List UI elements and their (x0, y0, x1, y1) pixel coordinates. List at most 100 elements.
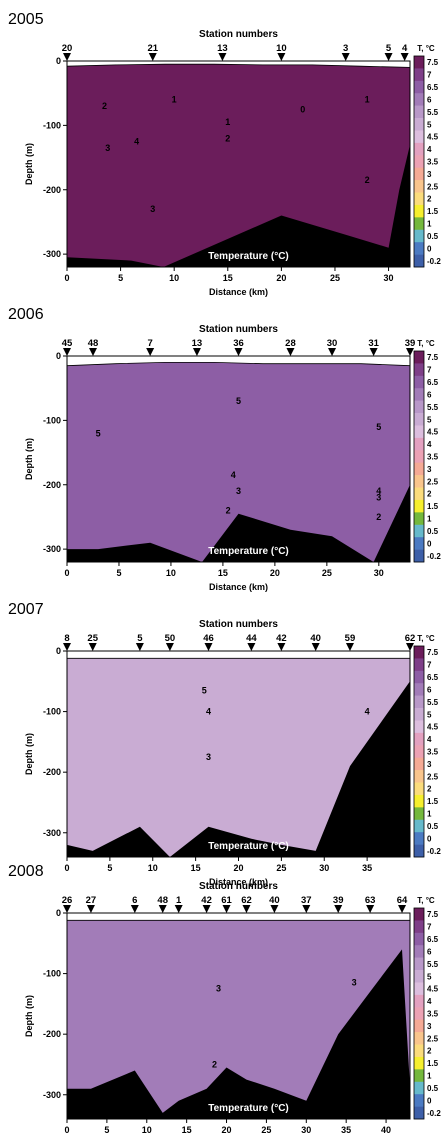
seabed-shape (67, 681, 410, 857)
station-marker (277, 643, 286, 651)
x-tick-label: 15 (191, 863, 201, 873)
isotherm-label: 5 (96, 428, 101, 438)
station-number-label: 61 (221, 895, 232, 906)
station-numbers-title: Station numbers (199, 29, 278, 40)
seabed-shape (67, 949, 410, 1119)
colorbar-swatch (414, 93, 424, 106)
isotherm-label: 5 (376, 422, 381, 432)
station-number-label: 7 (148, 338, 153, 349)
colorbar-tick-label: -0.2 (427, 257, 441, 266)
colorbar-swatch (414, 670, 424, 684)
station-number-label: 31 (368, 338, 379, 349)
station-number-label: 39 (333, 895, 344, 906)
station-marker (277, 53, 286, 61)
x-tick-label: 15 (218, 568, 228, 578)
station-number-label: 3 (343, 43, 348, 54)
colorbar-tick-label: 2 (427, 785, 432, 794)
colorbar-swatch (414, 450, 424, 464)
x-tick-label: 25 (261, 1125, 271, 1135)
isotherm-label: 3 (206, 752, 211, 762)
colorbar-swatch (414, 745, 424, 759)
station-number-label: 20 (62, 43, 73, 54)
station-numbers-title: Station numbers (199, 619, 278, 630)
station-number-label: 48 (88, 338, 99, 349)
colorbar-tick-label: 1.5 (427, 502, 439, 511)
station-number-label: 36 (233, 338, 244, 349)
colorbar-tick-label: 2.5 (427, 1034, 439, 1043)
station-number-label: 37 (301, 895, 312, 906)
colorbar-tick-label: 4 (427, 440, 432, 449)
colorbar-swatch (414, 844, 424, 858)
station-number-label: 5 (137, 633, 143, 644)
colorbar-swatch (414, 155, 424, 169)
plot-frame (66, 60, 411, 268)
station-marker (406, 643, 414, 651)
colorbar-swatch (414, 130, 424, 144)
y-tick-label: -100 (43, 969, 61, 979)
y-tick-label: -300 (43, 544, 61, 554)
station-number-label: 62 (405, 633, 416, 644)
station-marker (130, 905, 139, 913)
colorbar-swatch (414, 549, 424, 563)
colorbar-swatch (414, 537, 424, 550)
x-axis-label: Distance (km) (209, 877, 268, 887)
station-number-label: 10 (276, 43, 287, 54)
colorbar-title: T, °C (417, 634, 435, 643)
isotherm-label: 0 (300, 104, 305, 114)
colorbar-tick-label: 3.5 (427, 1010, 439, 1019)
x-tick-label: 0 (64, 863, 69, 873)
colorbar-swatch (414, 1081, 424, 1095)
colorbar-tick-label: 3 (427, 465, 432, 474)
x-tick-label: 10 (148, 863, 158, 873)
station-marker (165, 643, 174, 651)
plot-area: 5 4 4 3 (67, 657, 410, 857)
colorbar-swatch (414, 1056, 424, 1070)
colorbar-tick-label: 4.5 (427, 723, 439, 732)
station-marker (174, 905, 183, 913)
x-tick-label: 20 (233, 863, 243, 873)
colorbar-swatch (414, 388, 424, 401)
colorbar-tick-label: 5.5 (427, 108, 439, 117)
colorbar-swatch (414, 512, 424, 526)
colorbar-tick-label: 1 (427, 515, 432, 524)
isotherm-label: 2 (212, 1059, 217, 1069)
panel-year-label: 2008 (8, 863, 44, 880)
station-marker (334, 905, 343, 913)
colorbar-frame (413, 645, 425, 858)
colorbar-swatch (414, 229, 424, 243)
colorbar-tick-label: 3.5 (427, 158, 439, 167)
isotherm-label: 2 (102, 101, 107, 111)
isotherm-label: 4 (365, 707, 370, 717)
station-marker (135, 643, 144, 651)
colorbar-frame (413, 55, 425, 268)
station-marker (218, 53, 227, 61)
colorbar-title: T, °C (417, 896, 435, 905)
station-number-label: 21 (147, 43, 158, 54)
x-tick-label: 0 (64, 1125, 69, 1135)
colorbar-tick-label: 5 (427, 972, 432, 981)
colorbar-swatch (414, 351, 424, 364)
temperature-band (67, 362, 410, 562)
colorbar-swatch (414, 413, 424, 426)
colorbar-swatch (414, 363, 424, 377)
colorbar-swatch (414, 217, 424, 231)
isotherm-label: 3 (352, 978, 357, 988)
colorbar-tick-label: 5 (427, 415, 432, 424)
station-numbers-title: Station numbers (199, 881, 278, 892)
colorbar-tick-label: 4 (427, 145, 432, 154)
colorbar-swatch (414, 425, 424, 439)
station-marker (204, 643, 213, 651)
station-number-label: 64 (397, 895, 408, 906)
colorbar-swatch (414, 819, 424, 833)
x-tick-label: 35 (341, 1125, 351, 1135)
isotherm-label: 3 (150, 204, 155, 214)
station-marker (63, 643, 71, 651)
colorbar-tick-label: 0.5 (427, 822, 439, 831)
temperature-band (67, 63, 410, 267)
colorbar-tick-label: 1.5 (427, 207, 439, 216)
colorbar-tick-label: 7.5 (427, 910, 439, 919)
y-tick-label: -300 (43, 249, 61, 259)
x-tick-label: 5 (104, 1125, 109, 1135)
colorbar-title: T, °C (417, 44, 435, 53)
